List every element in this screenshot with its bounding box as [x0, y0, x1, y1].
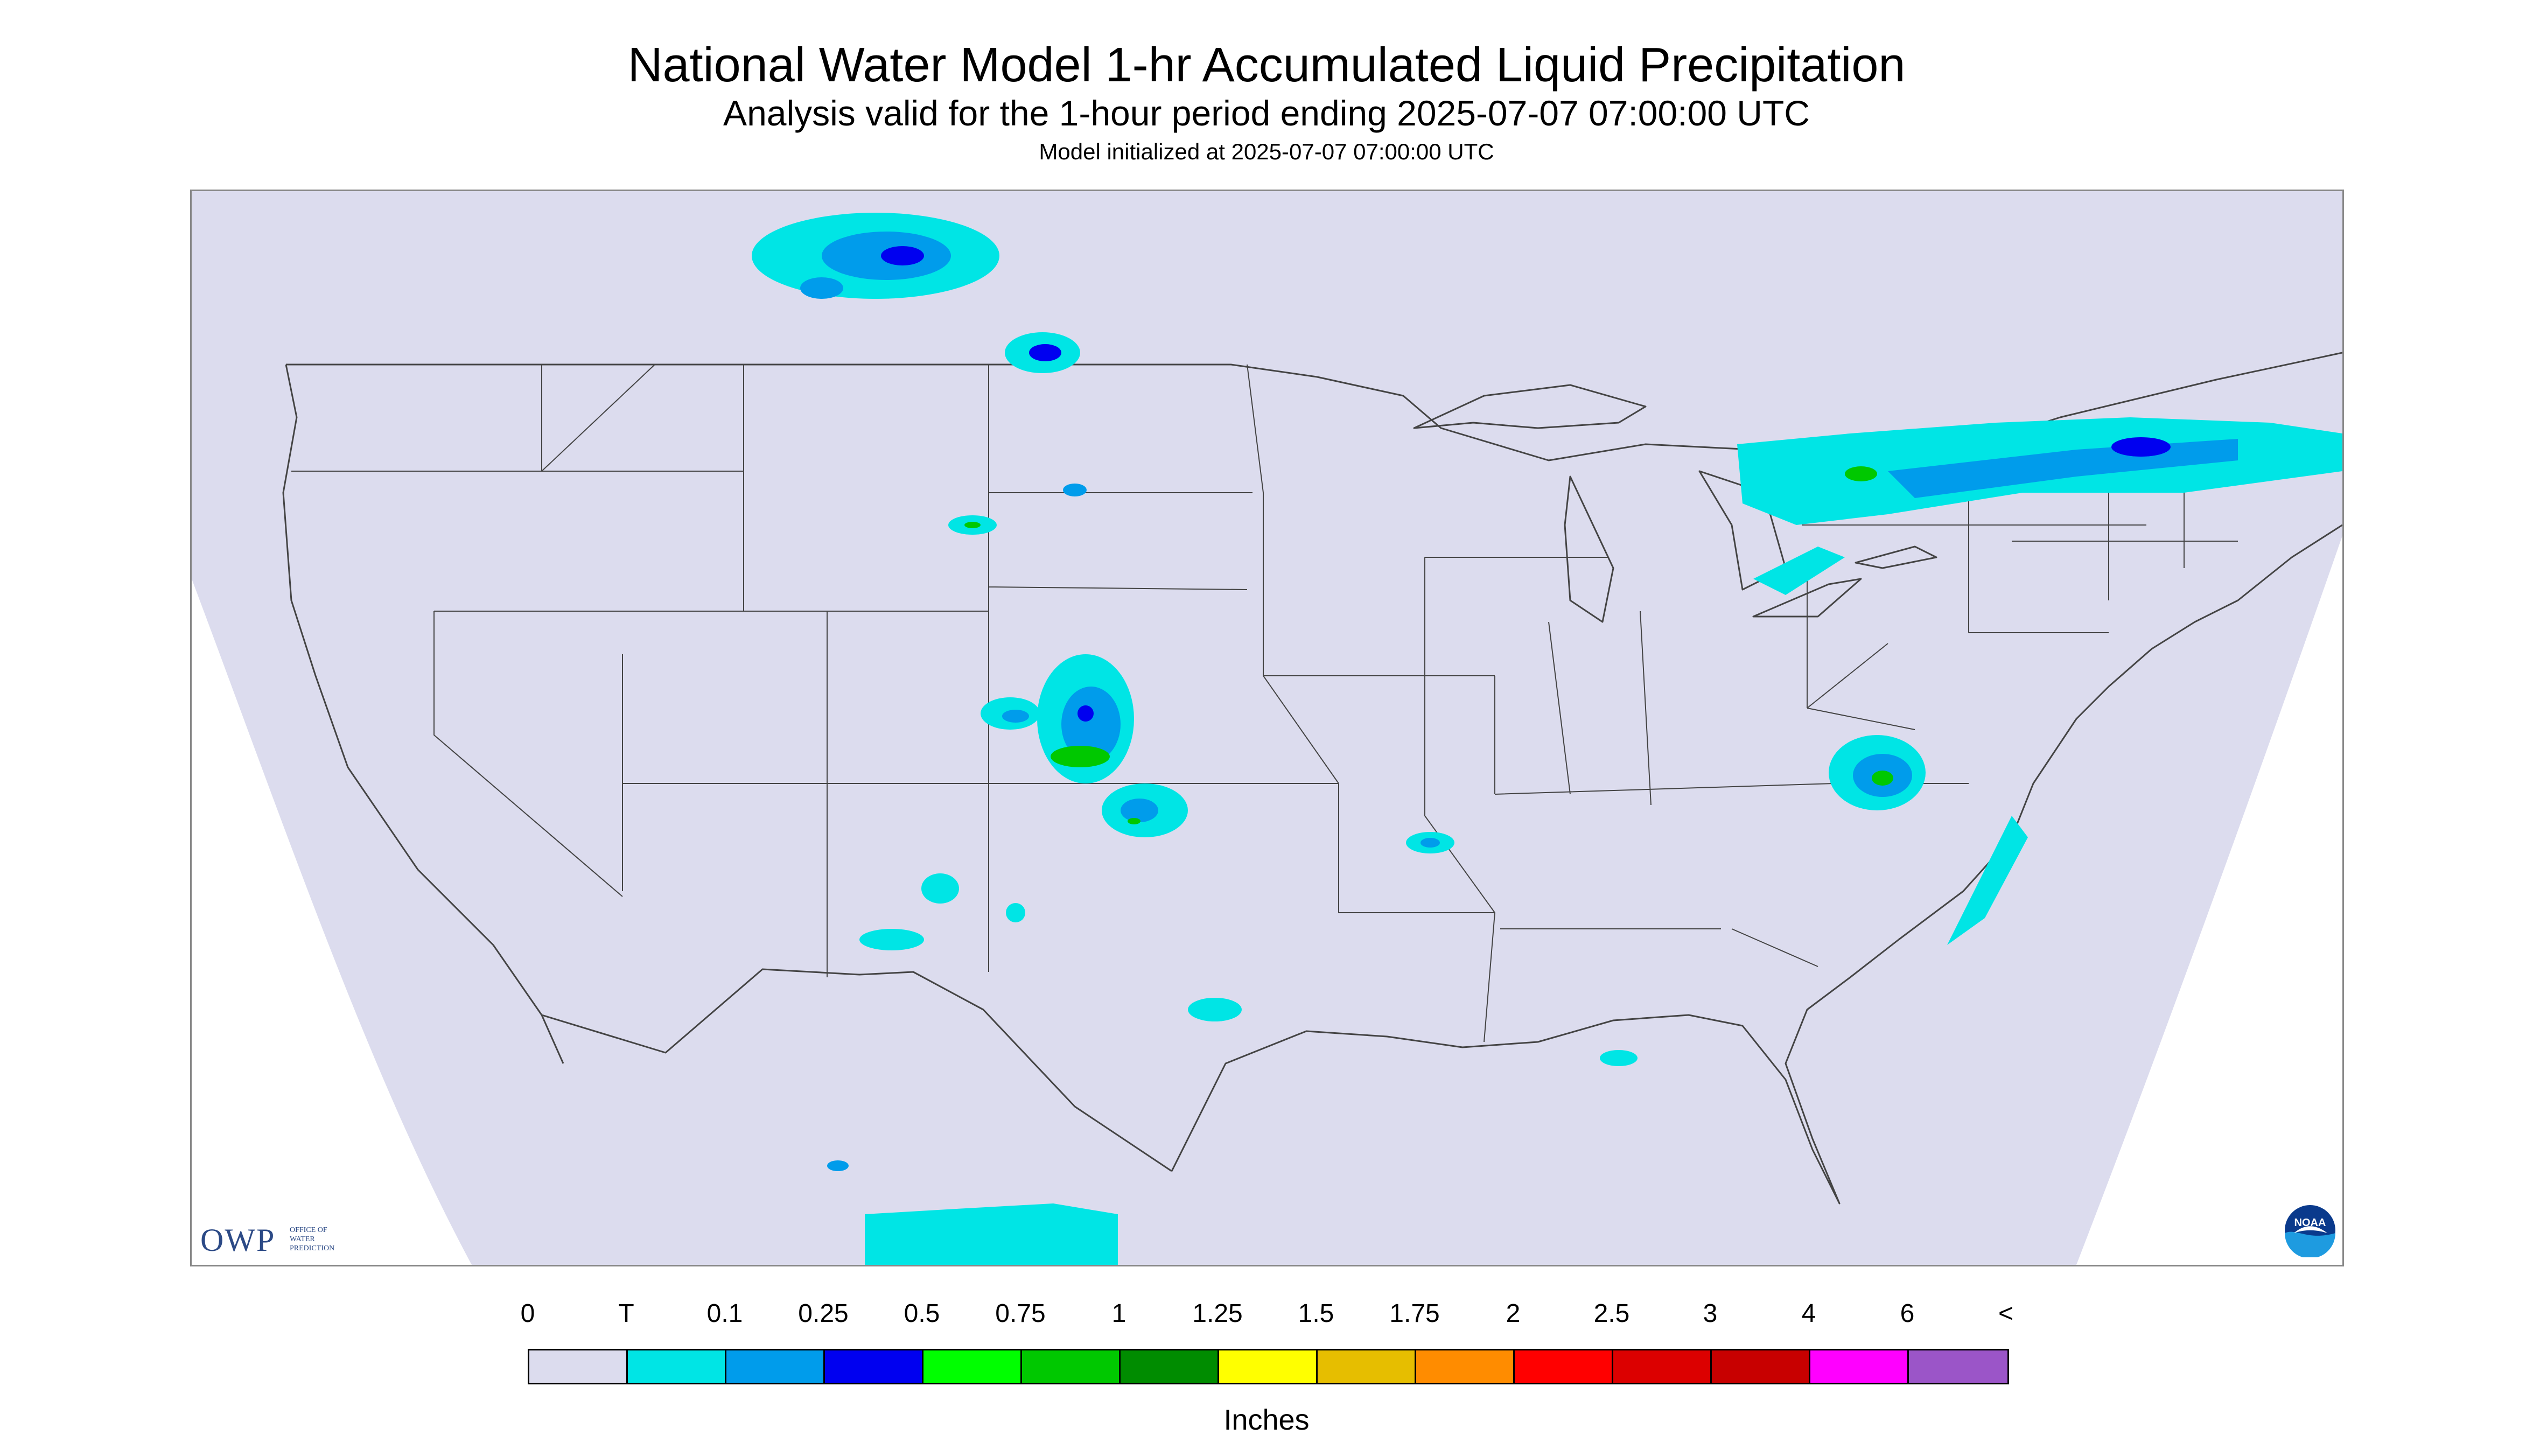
legend-label: 1.5: [1298, 1299, 1334, 1328]
owp-logo-abbrev: OWP: [200, 1222, 276, 1258]
owp-logo-full-name: OFFICE OF WATER PREDICTION: [290, 1226, 335, 1252]
legend-labels: 0 T 0.1 0.25 0.5 0.75 1 1.25 1.5 1.75 2 2.5 3 4 6 <: [0, 1298, 2533, 1335]
legend-label: 3: [1703, 1299, 1718, 1328]
precip-area-texas-gulf: [1188, 998, 1638, 1066]
precip-area-arkansas: [1406, 832, 1454, 853]
lake-michigan: [1564, 475, 1614, 623]
precip-area-new-mexico: [859, 873, 1025, 950]
noaa-logo-icon: NOAA: [2285, 1205, 2335, 1257]
state-lines: [291, 364, 2238, 1042]
legend-color-box: [923, 1350, 1022, 1383]
lake-erie: [1752, 578, 1862, 618]
legend-color-box: [1121, 1350, 1219, 1383]
legend-color-box: [1219, 1350, 1318, 1383]
legend-label: 2: [1506, 1299, 1521, 1328]
legend-label: <: [1998, 1299, 2014, 1328]
legend-color-box: [1318, 1350, 1416, 1383]
lake-superior: [1413, 384, 1647, 429]
legend-label: 4: [1801, 1299, 1816, 1328]
legend-color-box: [529, 1350, 628, 1383]
gulf-coast: [1171, 939, 1899, 1205]
legend-color-box: [726, 1350, 825, 1383]
svg-text:NOAA: NOAA: [2294, 1217, 2326, 1229]
legend-color-box: [1613, 1350, 1712, 1383]
precip-area-kansas-colorado: [981, 654, 1134, 783]
precip-area-virginia-carolina: [1829, 735, 2028, 945]
legend-label: 1: [1111, 1299, 1126, 1328]
legend-color-bar: [528, 1349, 2009, 1384]
pacific-coast: [282, 364, 564, 1064]
legend-color-box: [1810, 1350, 1909, 1383]
outside-projection-right: [2076, 536, 2342, 1265]
map-title: National Water Model 1-hr Accumulated Li…: [627, 38, 1906, 92]
legend-label: 0.5: [904, 1299, 940, 1328]
legend-color-box: [1909, 1350, 2007, 1383]
legend-color-box: [1515, 1350, 1613, 1383]
precip-area-saskatchewan: [752, 213, 999, 299]
legend-color-box: [825, 1350, 923, 1383]
legend-label: 6: [1900, 1299, 1915, 1328]
legend-color-box: [628, 1350, 726, 1383]
legend-color-box: [1022, 1350, 1121, 1383]
us-canada-border: [286, 352, 2342, 483]
legend-label: 0.1: [706, 1299, 743, 1328]
legend-label: 0.25: [798, 1299, 849, 1328]
legend-label: T: [618, 1299, 634, 1328]
legend-label: 0: [520, 1299, 535, 1328]
map-canvas: [192, 213, 2342, 1265]
map-subtitle: Analysis valid for the 1-hour period end…: [723, 93, 1810, 133]
us-mexico-border: [541, 968, 1172, 1172]
legend-label: 0.75: [995, 1299, 1046, 1328]
precip-area-wyoming: [948, 484, 1087, 535]
legend-label: 1.75: [1389, 1299, 1440, 1328]
legend-color-box: [1416, 1350, 1515, 1383]
precipitation-map: [190, 190, 2344, 1266]
legend-label: 2.5: [1593, 1299, 1630, 1328]
outside-projection-left: [192, 579, 472, 1265]
precip-area-oklahoma: [1102, 783, 1188, 837]
model-init-line: Model initialized at 2025-07-07 07:00:00…: [1039, 139, 1494, 164]
legend-color-box: [1712, 1350, 1810, 1383]
precip-area-mexico: [827, 1160, 1118, 1265]
owp-logo: OWP OFFICE OF WATER PREDICTION: [200, 1221, 373, 1259]
legend-label: 1.25: [1192, 1299, 1243, 1328]
precip-area-montana: [1005, 332, 1080, 373]
lake-ontario: [1855, 545, 1937, 569]
precip-area-great-lakes-northeast: [1737, 417, 2342, 595]
legend-units: Inches: [1223, 1404, 1310, 1436]
